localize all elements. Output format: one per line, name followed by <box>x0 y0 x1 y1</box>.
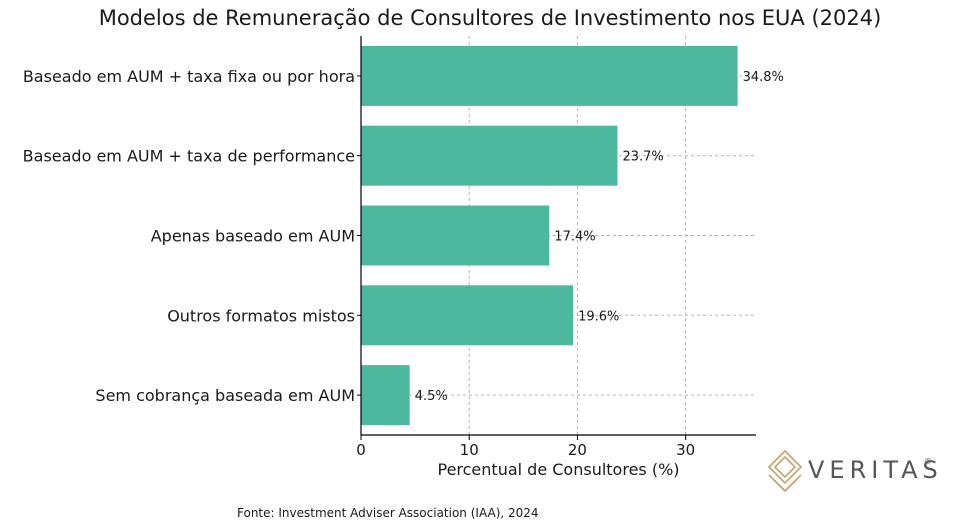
veritas-logo-text: VERITAS <box>808 456 943 484</box>
data-label: 23.7% <box>622 150 663 165</box>
category-label: Baseado em AUM + taxa de performance <box>23 147 355 166</box>
x-tick-label: 30 <box>676 441 695 459</box>
veritas-logo: VERITAS ® <box>766 448 938 496</box>
bar <box>361 45 738 106</box>
bar <box>361 365 410 426</box>
category-label: Baseado em AUM + taxa fixa ou por hora <box>23 67 355 86</box>
x-tick-label: 20 <box>568 441 587 459</box>
x-axis-label: Percentual de Consultores (%) <box>437 460 679 479</box>
data-label: 17.4% <box>554 230 595 245</box>
veritas-logo-registered: ® <box>924 457 932 466</box>
data-label: 19.6% <box>578 309 619 324</box>
chart-title: Modelos de Remuneração de Consultores de… <box>98 6 882 30</box>
veritas-logo-icon <box>767 449 803 493</box>
source-note: Fonte: Investment Adviser Association (I… <box>237 506 539 520</box>
x-tick-label: 0 <box>356 441 366 459</box>
bar <box>361 285 574 346</box>
data-label: 4.5% <box>415 389 448 404</box>
category-label: Outros formatos mistos <box>167 306 355 325</box>
bar <box>361 205 550 266</box>
category-label: Sem cobrança baseada em AUM <box>95 386 355 405</box>
data-label: 34.8% <box>743 70 784 85</box>
category-label: Apenas baseado em AUM <box>151 227 355 246</box>
bar <box>361 125 618 186</box>
x-tick-label: 10 <box>460 441 479 459</box>
